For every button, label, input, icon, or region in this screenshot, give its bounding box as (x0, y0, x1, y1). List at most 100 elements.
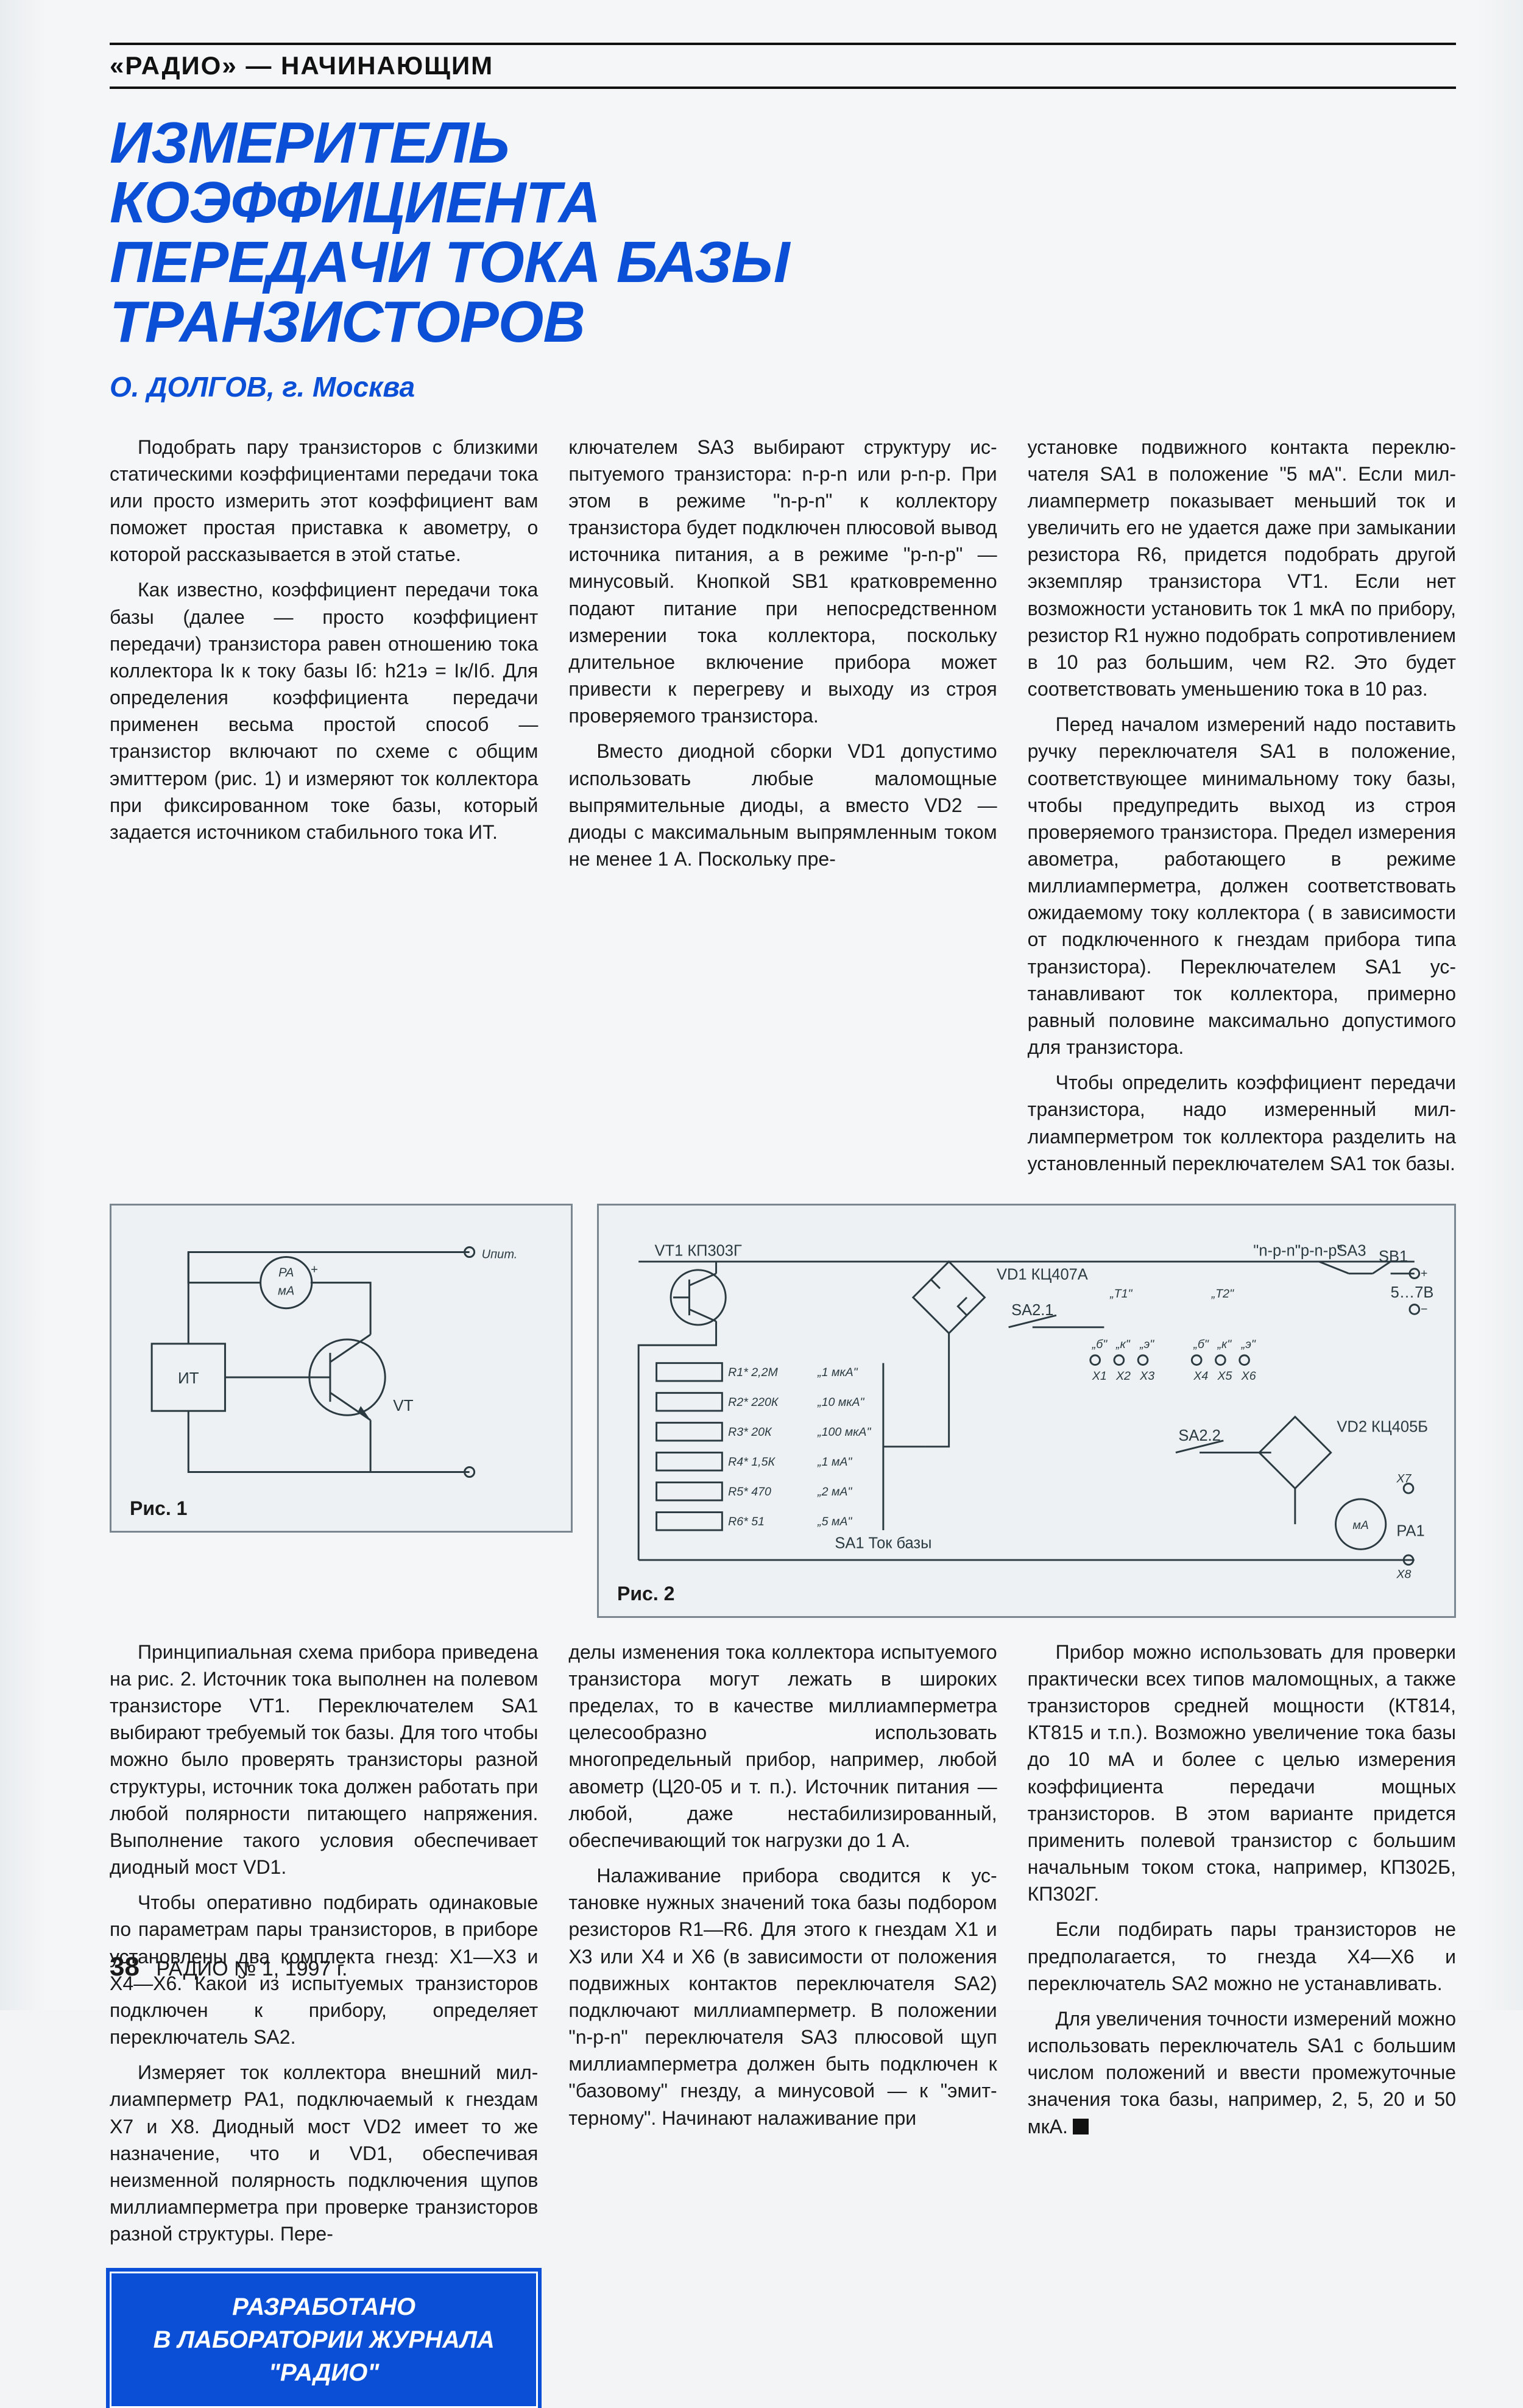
footer: 38 РАДИО № 1, 1997 г. (110, 1952, 347, 1982)
sockets-t2: „T2" „б" „к" „э" X4 X5 X6 (1192, 1287, 1256, 1383)
sockets-t1: „T1" „б" „к" „э" X1 X2 X3 (1090, 1287, 1154, 1383)
svg-text:X3: X3 (1139, 1369, 1154, 1383)
column-2b: делы изменения тока коллектора испы­туем… (568, 1639, 997, 2408)
R-row: R5* 470 „2 мА" (657, 1482, 853, 1500)
title-line: ИЗМЕРИТЕЛЬ (110, 110, 509, 175)
svg-text:X2: X2 (1115, 1369, 1131, 1383)
paragraph: Для увеличения точности измерений можно … (1028, 2005, 1456, 2140)
label-plus: + (311, 1263, 318, 1276)
paragraph: Если подбирать пары транзисторов не пред… (1028, 1916, 1456, 1996)
R-row: R2* 220К „10 мкА" (657, 1393, 865, 1410)
svg-text:„T2": „T2" (1211, 1287, 1234, 1301)
label-minus: − (1421, 1302, 1427, 1316)
title-line: ТРАНЗИСТОРОВ (110, 289, 585, 355)
svg-text:„1 мА": „1 мА" (817, 1455, 852, 1469)
label-sb1: SB1 (1379, 1248, 1408, 1265)
paragraph: Чтобы определить коэффициент пере­дачи т… (1028, 1069, 1456, 1177)
label-upit: Uпит. (482, 1248, 518, 1261)
svg-text:R5* 470: R5* 470 (728, 1485, 771, 1499)
figures-row: ИТ VT PA мА + (110, 1204, 1456, 1618)
svg-text:„б": „б" (1193, 1338, 1209, 1351)
svg-text:„10 мкА": „10 мкА" (817, 1396, 864, 1409)
paragraph: Налаживание прибора сводится к ус­тановк… (568, 1862, 997, 2131)
figure-1-caption: Рис. 1 (130, 1497, 193, 1520)
paragraph: делы изменения тока коллектора испы­туем… (568, 1639, 997, 1854)
svg-text:„э": „э" (1241, 1338, 1256, 1351)
label-ma2: мА (1352, 1519, 1368, 1532)
svg-text:„100 мкА": „100 мкА" (817, 1425, 871, 1439)
label-pa1: PA1 (1396, 1523, 1424, 1540)
label-vd1: VD1 КЦ407А (997, 1266, 1088, 1283)
svg-text:R4* 1,5К: R4* 1,5К (728, 1455, 776, 1469)
figure-2: VT1 КП303Г R1* 2,2М „1 мкА" R2* 220К „10 м… (597, 1204, 1456, 1618)
svg-text:X5: X5 (1217, 1369, 1232, 1383)
label-vd2: VD2 КЦ405Б (1337, 1418, 1428, 1435)
svg-text:R2* 220К: R2* 220К (728, 1396, 779, 1409)
promo-line: РАЗРАБОТАНО (232, 2293, 415, 2320)
label-npn: "n-p-n" (1253, 1242, 1301, 1259)
svg-text:„5 мА": „5 мА" (817, 1515, 852, 1528)
paragraph: Принципиальная схема прибора при­ведена … (110, 1639, 538, 1880)
label-sa22: SA2.2 (1178, 1427, 1220, 1444)
label-ma: мА (278, 1285, 294, 1298)
label-supply: 5…7В (1391, 1284, 1434, 1301)
promo-line: "РАДИО" (269, 2359, 379, 2386)
article-title: ИЗМЕРИТЕЛЬ КОЭФФИЦИЕНТА ПЕРЕДАЧИ ТОКА БА… (110, 113, 1023, 352)
svg-text:„б": „б" (1092, 1338, 1108, 1351)
label-vt: VT (393, 1396, 413, 1414)
paragraph: Как известно, коэффициент передачи тока … (110, 576, 538, 846)
svg-text:„к": „к" (1115, 1338, 1131, 1351)
paragraph: ключателем SA3 выбирают структуру ис­пыт… (568, 434, 997, 730)
section-rule: «РАДИО» — НАЧИНАЮЩИМ (110, 43, 1456, 89)
svg-text:X6: X6 (1241, 1369, 1256, 1383)
paragraph: Прибор можно использовать для про­верки … (1028, 1639, 1456, 1908)
promo-box: РАЗРАБОТАНО В ЛАБОРАТОРИИ ЖУРНАЛА "РАДИО… (110, 2272, 538, 2408)
byline: О. ДОЛГОВ, г. Москва (110, 370, 1456, 403)
svg-text:R6* 51: R6* 51 (728, 1515, 765, 1528)
svg-text:R1* 2,2М: R1* 2,2М (728, 1366, 778, 1379)
R-row: R3* 20К „100 мкА" (657, 1422, 872, 1440)
page-number: 38 (110, 1952, 140, 1982)
svg-text:„э": „э" (1139, 1338, 1154, 1351)
label-it: ИТ (178, 1369, 199, 1387)
end-mark-icon (1073, 2119, 1089, 2134)
text-columns-bottom: Принципиальная схема прибора при­ведена … (110, 1639, 1456, 2408)
column-1b: Принципиальная схема прибора при­ведена … (110, 1639, 538, 2408)
resistor-ladder: R1* 2,2М „1 мкА" R2* 220К „10 мкА" R3* 20К… (657, 1363, 872, 1530)
paragraph: Подобрать пару транзисторов с близ­кими … (110, 434, 538, 568)
paragraph: установке подвижного контакта переклю­ча… (1028, 434, 1456, 703)
title-line: ПЕРЕДАЧИ ТОКА БАЗЫ (110, 230, 789, 295)
column-3b: Прибор можно использовать для про­верки … (1028, 1639, 1456, 2408)
svg-text:R3* 20К: R3* 20К (728, 1425, 772, 1439)
svg-text:X1: X1 (1092, 1369, 1107, 1383)
R-row: R6* 51 „5 мА" (657, 1512, 853, 1530)
svg-text:X4: X4 (1193, 1369, 1208, 1383)
figure-1: ИТ VT PA мА + (110, 1204, 573, 1533)
label-pnp: "p-n-p" (1295, 1242, 1343, 1259)
issue-label: РАДИО № 1, 1997 г. (156, 1957, 347, 1980)
svg-text:X8: X8 (1396, 1567, 1411, 1581)
label-sa1: SA1 Ток базы (835, 1534, 931, 1552)
svg-text:„2 мА": „2 мА" (817, 1485, 852, 1499)
label-vt1: VT1 КП303Г (655, 1242, 742, 1259)
column-1: Подобрать пару транзисторов с близ­кими … (110, 434, 538, 1185)
rubric: «РАДИО» — НАЧИНАЮЩИМ (110, 51, 1456, 80)
label-sa21: SA2.1 (1011, 1302, 1053, 1319)
label-plus: + (1421, 1266, 1427, 1280)
schematic-2: VT1 КП303Г R1* 2,2М „1 мкА" R2* 220К „10 м… (615, 1221, 1438, 1600)
promo-line: В ЛАБОРАТОРИИ ЖУРНАЛА (154, 2326, 495, 2353)
R-row: R4* 1,5К „1 мА" (657, 1452, 853, 1470)
vd1-bridge: VD1 КЦ407А (913, 1262, 1088, 1333)
svg-text:„к": „к" (1217, 1338, 1232, 1351)
label-sa3: SA3 (1337, 1242, 1366, 1259)
svg-text:„1 мкА": „1 мкА" (817, 1366, 858, 1379)
paragraph: Перед началом измерений надо по­ставить … (1028, 711, 1456, 1061)
label-pa: PA (278, 1266, 294, 1279)
column-2: ключателем SA3 выбирают структуру ис­пыт… (568, 434, 997, 1185)
text-columns-top: Подобрать пару транзисторов с близ­кими … (110, 434, 1456, 1185)
svg-text:„T1": „T1" (1109, 1287, 1133, 1301)
paragraph: Измеряет ток коллектора внешний мил­лиам… (110, 2059, 538, 2247)
paragraph: Вместо диодной сборки VD1 допусти­мо исп… (568, 738, 997, 872)
R-row: R1* 2,2М „1 мкА" (657, 1363, 858, 1380)
title-line: КОЭФФИЦИЕНТА (110, 170, 600, 235)
